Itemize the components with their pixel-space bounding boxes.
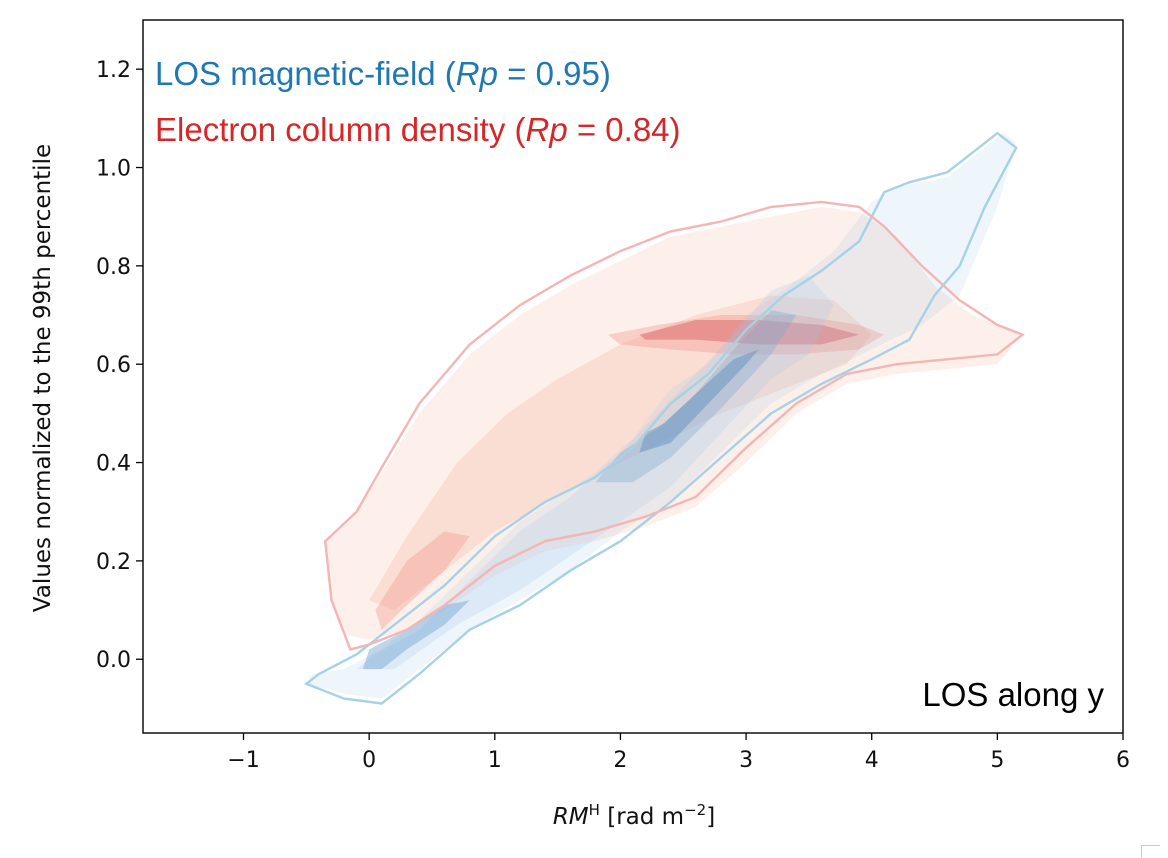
y-tick-label: 1.0 xyxy=(96,157,131,182)
x-tick-label: 5 xyxy=(990,748,1004,773)
x-tick-label: 2 xyxy=(613,748,627,773)
contour-fills xyxy=(306,133,1023,699)
contour-level-electron-0 xyxy=(325,206,1023,640)
y-tick-label: 0.4 xyxy=(96,452,131,477)
y-tick-label: 1.2 xyxy=(96,58,131,83)
legend-entry-magnetic: LOS magnetic-field (Rp = 0.95) xyxy=(155,55,611,92)
contour-outlines xyxy=(303,131,1025,705)
x-axis-label-symbol: RM xyxy=(553,804,589,830)
x-tick-label: 6 xyxy=(1116,748,1130,773)
contour-level-electron-3 xyxy=(639,320,860,345)
plot-frame xyxy=(142,19,1124,734)
x-axis-ticks: −1 0 1 2 3 4 5 6 xyxy=(227,733,1130,773)
x-axis-label: RMH [rad m−2] xyxy=(553,801,715,830)
contour-level-magnetic-4 xyxy=(362,600,470,670)
contour-level-electron-2 xyxy=(607,315,885,355)
contour-level-electron-4 xyxy=(375,531,470,630)
contour-level-magnetic-3 xyxy=(639,349,759,453)
x-tick-label: 4 xyxy=(865,748,879,773)
x-tick-label: −1 xyxy=(227,748,259,773)
contour-level-electron-1 xyxy=(369,295,872,611)
y-axis-label: Values normalized to the 99th percentile xyxy=(30,144,56,612)
y-tick-label: 0.8 xyxy=(96,255,131,280)
x-tick-label: 1 xyxy=(488,748,502,773)
legend-entry-electron-stat: Rp xyxy=(526,111,568,148)
x-tick-label: 0 xyxy=(362,748,376,773)
legend-entry-magnetic-prefix: LOS magnetic-field ( xyxy=(155,55,456,92)
y-axis-ticks: 0.0 0.2 0.4 0.6 0.8 1.0 1.2 xyxy=(96,58,143,673)
x-axis-label-sup: H xyxy=(589,801,600,819)
x-axis-label-unit xyxy=(600,804,607,830)
x-axis-label-unit-suffix: ] xyxy=(706,804,715,830)
outer-contour-magnetic xyxy=(303,131,1018,705)
x-axis-label-unit-prefix: [rad m xyxy=(607,804,684,830)
legend-entry-magnetic-suffix: = 0.95) xyxy=(498,55,611,92)
legend-entry-electron-prefix: Electron column density ( xyxy=(155,111,526,148)
x-axis-label-unit-sup: −2 xyxy=(684,801,706,819)
x-tick-label: 3 xyxy=(739,748,753,773)
legend-entry-electron-suffix: = 0.84) xyxy=(568,111,681,148)
los-annotation: LOS along y xyxy=(922,676,1104,713)
outer-contour-electron xyxy=(323,200,1025,651)
y-tick-label: 0.2 xyxy=(96,550,131,575)
y-tick-label: 0.0 xyxy=(96,648,131,673)
legend-entry-electron: Electron column density (Rp = 0.84) xyxy=(155,111,681,148)
legend-entry-magnetic-stat: Rp xyxy=(456,55,498,92)
corner-mark xyxy=(1141,845,1160,858)
contour-level-magnetic-1 xyxy=(356,275,834,670)
contour-level-magnetic-2 xyxy=(595,310,797,483)
y-tick-label: 0.6 xyxy=(96,353,131,378)
